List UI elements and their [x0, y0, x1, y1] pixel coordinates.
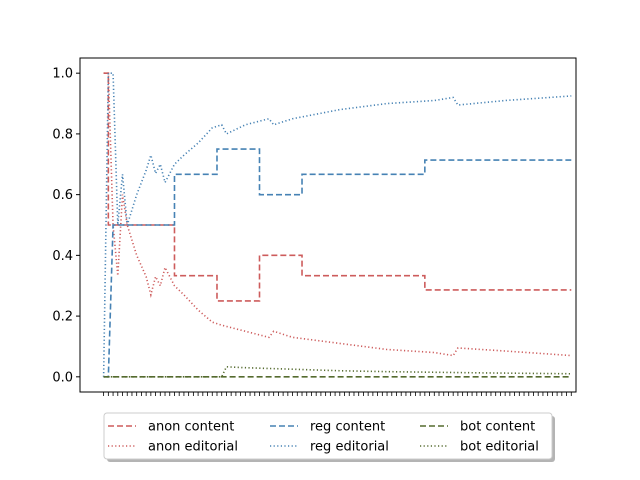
- y-tick-label: 0.4: [52, 249, 73, 264]
- series-line-bot-editorial: [103, 365, 572, 378]
- y-tick-label: 0.0: [52, 370, 73, 385]
- series-line-reg-editorial: [102, 72, 572, 377]
- x-axis: [103, 392, 572, 396]
- plot-lines: [102, 72, 572, 378]
- legend: anon content anon editorial reg content reg…: [103, 412, 555, 462]
- plot-frame: [79, 57, 577, 393]
- y-tick-label: 0.2: [52, 310, 73, 325]
- legend-label-reg-editorial: reg editorial: [310, 440, 389, 455]
- legend-label-anon-content: anon content: [148, 420, 234, 435]
- legend-label-anon-editorial: anon editorial: [148, 440, 238, 455]
- legend-label-reg-content: reg content: [310, 420, 385, 435]
- y-tick-label: 1.0: [52, 67, 73, 82]
- y-tick-label: 0.8: [52, 127, 73, 142]
- legend-label-bot-editorial: bot editorial: [460, 440, 539, 455]
- y-axis: 0.0 0.2 0.4 0.6 0.8 1.0: [52, 67, 80, 385]
- y-tick-label: 0.6: [52, 188, 73, 203]
- legend-box: [103, 412, 553, 460]
- series-line-reg-content: [103, 148, 572, 378]
- legend-label-bot-content: bot content: [460, 420, 535, 435]
